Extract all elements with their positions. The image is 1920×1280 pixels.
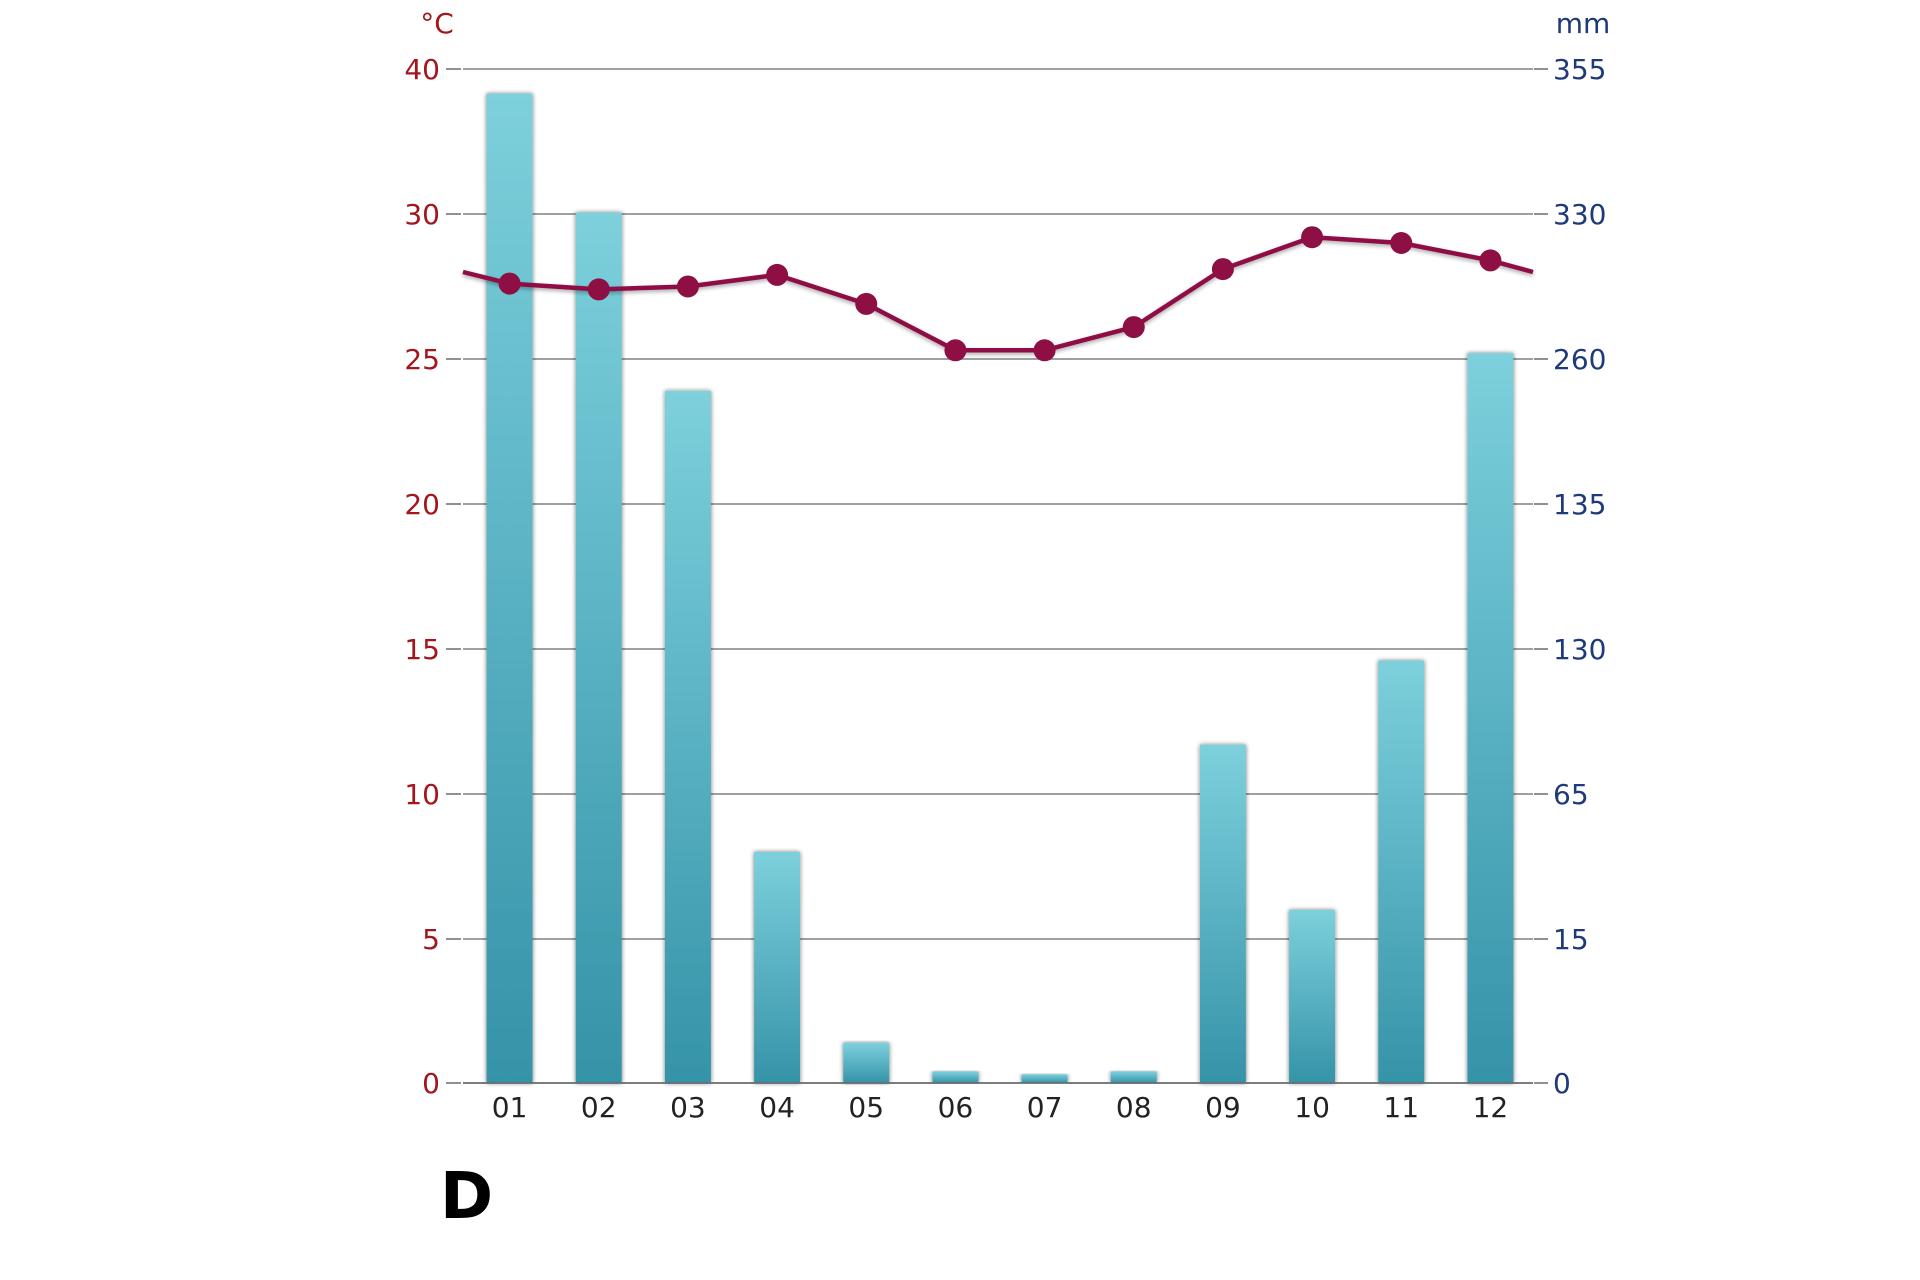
temperature-point-03 xyxy=(676,275,699,298)
tick-labels: 01 02 03 04 05 06 07 08 09 10 11 120510152025304001… xyxy=(404,53,1606,1124)
temperature-point-06 xyxy=(944,339,967,362)
left-tick-label: 20 xyxy=(404,488,440,521)
left-axis-unit: °C xyxy=(420,7,454,40)
temperature-point-04 xyxy=(766,263,789,286)
precipitation-bar-04 xyxy=(754,852,801,1083)
x-tick-label: 09 xyxy=(1205,1091,1241,1124)
x-tick-label: 12 xyxy=(1473,1091,1509,1124)
right-tick-label: 0 xyxy=(1553,1067,1571,1100)
right-tick-label: 15 xyxy=(1553,923,1589,956)
x-tick-label: 07 xyxy=(1027,1091,1063,1124)
right-tick-label: 355 xyxy=(1553,53,1606,86)
left-tick-label: 0 xyxy=(422,1067,440,1100)
precipitation-bar-07 xyxy=(1021,1074,1068,1083)
left-tick-label: 5 xyxy=(422,923,440,956)
left-tick-label: 15 xyxy=(404,633,440,666)
panel-label: D xyxy=(440,1160,493,1234)
temperature-point-10 xyxy=(1301,226,1324,249)
precipitation-bar-03 xyxy=(664,390,711,1083)
left-tick-label: 10 xyxy=(404,778,440,811)
temperature-polyline xyxy=(462,234,1534,353)
precipitation-bar-12 xyxy=(1467,353,1514,1083)
temperature-point-12 xyxy=(1479,249,1502,272)
right-tick-label: 130 xyxy=(1553,633,1606,666)
left-tick-label: 30 xyxy=(404,198,440,231)
right-tick-label: 135 xyxy=(1553,488,1606,521)
x-tick-label: 02 xyxy=(581,1091,617,1124)
temperature-point-02 xyxy=(587,278,610,301)
x-tick-label: 10 xyxy=(1294,1091,1330,1124)
temperature-point-01 xyxy=(498,272,521,295)
temperature-point-11 xyxy=(1390,232,1413,254)
precipitation-bar-05 xyxy=(843,1042,890,1083)
precipitation-bar-11 xyxy=(1378,660,1425,1083)
temperature-point-08 xyxy=(1122,316,1145,339)
precipitation-bar-06 xyxy=(932,1071,979,1083)
x-tick-label: 04 xyxy=(759,1091,795,1124)
x-tick-label: 06 xyxy=(938,1091,974,1124)
precipitation-bar-02 xyxy=(575,212,622,1084)
left-tick-label: 25 xyxy=(404,343,440,376)
right-tick-label: 330 xyxy=(1553,198,1606,231)
x-tick-label: 03 xyxy=(670,1091,706,1124)
precipitation-bar-01 xyxy=(486,93,533,1083)
right-tick-label: 65 xyxy=(1553,778,1589,811)
temperature-point-05 xyxy=(855,292,878,315)
left-tick-label: 40 xyxy=(404,53,440,86)
x-tick-label: 11 xyxy=(1383,1091,1419,1124)
temperature-point-09 xyxy=(1211,258,1234,281)
x-tick-label: 01 xyxy=(492,1091,528,1124)
x-tick-label: 05 xyxy=(848,1091,884,1124)
grid-lines xyxy=(463,68,1533,1084)
precipitation-bar-10 xyxy=(1289,910,1336,1083)
precipitation-bar-09 xyxy=(1199,744,1246,1083)
precipitation-bar-08 xyxy=(1110,1071,1157,1083)
temperature-line xyxy=(462,226,1534,362)
x-tick-label: 08 xyxy=(1116,1091,1152,1124)
right-tick-label: 260 xyxy=(1553,343,1606,376)
precipitation-bars xyxy=(486,93,1514,1084)
temperature-point-07 xyxy=(1033,339,1056,362)
right-axis-unit: mm xyxy=(1556,7,1611,40)
